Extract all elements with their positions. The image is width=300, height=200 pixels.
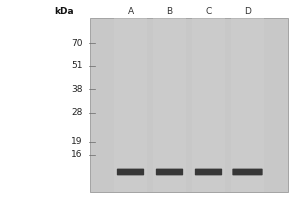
Text: 19: 19	[71, 137, 82, 146]
FancyBboxPatch shape	[195, 169, 222, 175]
Bar	[153, 18, 186, 192]
Bar	[114, 18, 147, 192]
Bar	[192, 18, 225, 192]
Text: kDa: kDa	[55, 6, 74, 16]
FancyBboxPatch shape	[232, 169, 263, 175]
Text: 16: 16	[71, 150, 82, 159]
Text: 70: 70	[71, 39, 82, 48]
Bar	[90, 18, 288, 192]
Text: C: C	[206, 6, 212, 16]
FancyBboxPatch shape	[156, 169, 183, 175]
Bar	[231, 18, 264, 192]
Text: D: D	[244, 6, 251, 16]
FancyBboxPatch shape	[117, 169, 144, 175]
Text: 51: 51	[71, 61, 82, 70]
Text: B: B	[167, 6, 172, 16]
Text: A: A	[128, 6, 134, 16]
Text: 28: 28	[71, 108, 82, 117]
Text: 38: 38	[71, 85, 82, 94]
